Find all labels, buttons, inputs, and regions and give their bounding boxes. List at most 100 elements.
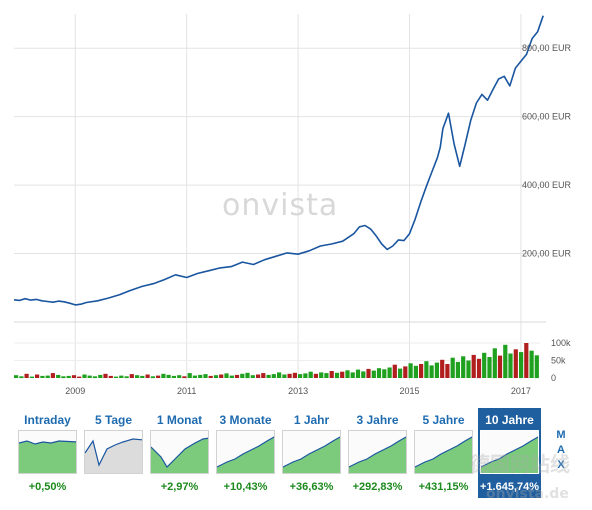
volume-bar: [492, 348, 497, 379]
volume-bar: [313, 373, 318, 378]
timeframe-tab-3[interactable]: 1 Monat +2,97%: [148, 408, 211, 498]
range-letter-m[interactable]: M: [556, 429, 566, 441]
volume-bar: [503, 344, 508, 379]
timeframe-tab-2[interactable]: 5 Tage: [82, 408, 145, 498]
time-tick-label: 2013: [288, 386, 308, 396]
volume-bar: [529, 350, 534, 378]
volume-bar: [245, 372, 250, 379]
volume-bar: [77, 376, 82, 378]
volume-bar: [271, 374, 276, 378]
volume-bar: [329, 371, 334, 378]
volume-bar: [71, 375, 77, 378]
volume-bar: [24, 373, 29, 378]
timeframe-change: +1.645,74%: [479, 481, 540, 493]
price-axis-labels: 200,00 EUR 400,00 EUR 600,00 EUR 800,00 EUR: [522, 43, 572, 258]
timeframe-tab-label: 1 Jahr: [293, 413, 330, 427]
time-axis-labels: 2009 2011 2013 2015 2017: [65, 386, 531, 396]
volume-bar: [445, 364, 450, 378]
volume-bar: [508, 353, 513, 378]
timeframe-tab-8[interactable]: 10 Jahre +1.645,74%: [478, 408, 541, 498]
volume-bar: [398, 368, 403, 378]
timeframe-thumbnail: [480, 430, 539, 474]
volume-bar: [140, 375, 145, 378]
volume-bar: [434, 362, 439, 378]
range-letter-x[interactable]: X: [557, 459, 565, 471]
timeframe-tab-1[interactable]: Intraday +0,50%: [16, 408, 79, 498]
timeframe-change: +431,15%: [418, 481, 469, 493]
volume-bar: [113, 376, 119, 378]
volume-bar: [208, 375, 213, 378]
price-chart: onvista 200,00 EUR 400,00 EUR 600,00 EUR 80…: [13, 14, 572, 396]
price-line-layer: [13, 15, 544, 306]
thumbnail-line: [283, 436, 340, 468]
volume-bar: [519, 352, 524, 378]
volume-bar: [371, 370, 376, 378]
volume-bar: [450, 357, 455, 378]
volume-bar: [14, 375, 19, 378]
volume-bar: [282, 374, 287, 378]
price-line: [13, 15, 544, 306]
volume-bar: [419, 364, 424, 378]
timeframe-thumbnail: [348, 430, 407, 474]
volume-bar: [466, 360, 471, 378]
time-tick-label: 2009: [65, 386, 85, 396]
thumbnail-area: [19, 441, 76, 473]
volume-tick-label: 50k: [551, 356, 566, 366]
volume-bar: [250, 375, 255, 378]
timeframe-tab-6[interactable]: 3 Jahre +292,83%: [346, 408, 409, 498]
thumbnail-line: [415, 436, 472, 468]
volume-bar: [87, 375, 92, 378]
volume-bars-layer: [14, 342, 540, 379]
timeframe-tab-label: 3 Jahre: [356, 413, 399, 427]
volume-bar: [256, 374, 261, 378]
timeframe-tab-label: 1 Monat: [156, 413, 203, 427]
volume-bar: [35, 374, 40, 378]
volume-bar: [461, 356, 466, 378]
thumbnail-line: [217, 436, 274, 468]
volume-bar: [224, 373, 229, 378]
volume-bar: [103, 373, 108, 378]
volume-bar: [392, 364, 397, 378]
volume-bar: [471, 354, 476, 378]
volume-bar: [497, 355, 503, 378]
max-range-selector[interactable]: M A X: [555, 428, 567, 473]
volume-bar: [119, 375, 124, 378]
volume-bar: [66, 375, 71, 378]
timeframe-thumbnail: [150, 430, 209, 474]
timeframe-thumbnail: [18, 430, 77, 474]
volume-bar: [334, 372, 340, 379]
chart-grid: [14, 14, 546, 380]
volume-bar: [350, 372, 355, 378]
volume-bar: [177, 375, 182, 378]
volume-bar: [355, 369, 361, 378]
volume-bar: [266, 374, 271, 378]
timeframe-tab-4[interactable]: 3 Monate +10,43%: [214, 408, 277, 498]
timeframe-tab-label: 5 Tage: [94, 413, 133, 427]
volume-bar: [534, 355, 539, 379]
timeframe-tab-5[interactable]: 1 Jahr +36,63%: [280, 408, 343, 498]
timeframe-thumbnail: [414, 430, 473, 474]
time-tick-label: 2011: [177, 386, 196, 396]
volume-bar: [203, 374, 208, 378]
volume-bar: [82, 374, 87, 378]
volume-bar: [187, 373, 192, 378]
time-tick-label: 2017: [511, 386, 531, 396]
thumbnail-line: [349, 436, 406, 468]
volume-bar: [213, 375, 219, 378]
timeframe-thumbnail: [84, 430, 143, 474]
timeframe-tab-7[interactable]: 5 Jahre +431,15%: [412, 408, 475, 498]
timeframe-tabs: Intraday +0,50% 5 Tage 1 Monat +2,97% 3 Monat…: [16, 408, 576, 500]
range-letter-a[interactable]: A: [557, 444, 565, 456]
volume-bar: [345, 370, 350, 378]
volume-bar: [261, 373, 266, 378]
thumbnail-line: [19, 440, 76, 445]
volume-bar: [40, 375, 45, 378]
timeframe-change: +292,83%: [352, 481, 403, 493]
volume-bar: [108, 375, 113, 378]
volume-bar: [476, 358, 482, 379]
thumbnail-line: [481, 436, 538, 468]
timeframe-change: +10,43%: [223, 481, 268, 493]
volume-bar: [150, 376, 155, 379]
volume-bar: [376, 368, 382, 378]
volume-bar: [56, 374, 61, 378]
